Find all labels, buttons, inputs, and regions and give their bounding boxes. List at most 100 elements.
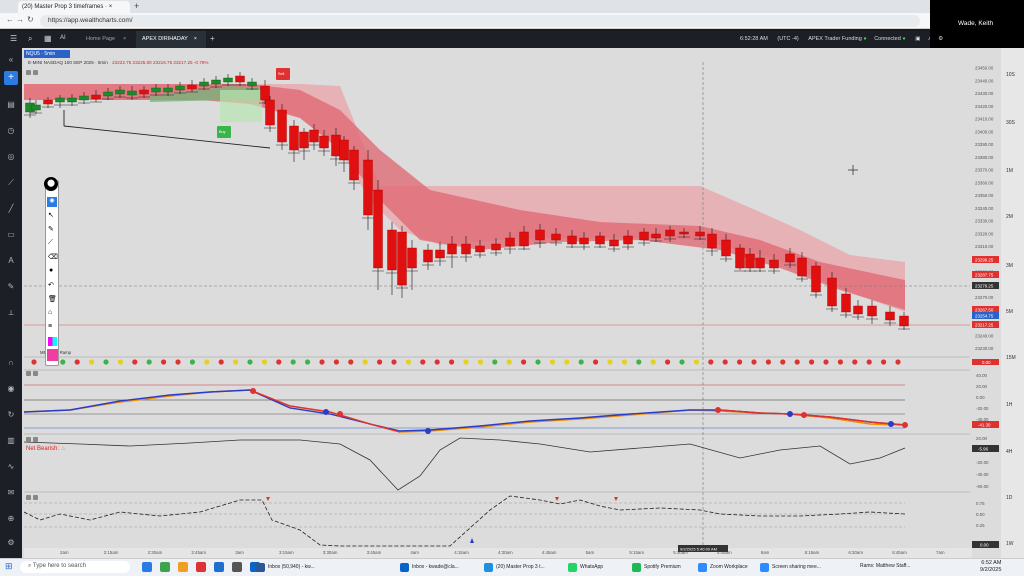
pinned-app-icon[interactable] <box>178 562 188 572</box>
app-header <box>0 31 930 48</box>
forward-icon[interactable]: → <box>16 15 24 24</box>
timeframe-1w[interactable]: 1W <box>1006 541 1014 547</box>
clock-icon[interactable]: ◷ <box>7 126 15 135</box>
price-axis-label: 23370.00 <box>975 168 994 173</box>
timeframe-1h[interactable]: 1H <box>1006 402 1013 408</box>
save-icon[interactable]: ▣ <box>915 36 921 42</box>
pinned-app-icon[interactable] <box>196 562 206 572</box>
ruler-icon[interactable]: ⟋ <box>48 239 53 246</box>
url-text: https://app.wealthcharts.com/ <box>48 17 133 24</box>
gear-icon[interactable]: ⚙ <box>7 538 15 547</box>
search-icon[interactable]: ⌕ <box>28 34 33 43</box>
windows-icon[interactable]: ⊞ <box>5 561 13 571</box>
taskbar-app[interactable]: (20) Master Prop 3 t... <box>482 561 560 573</box>
tab-home-page[interactable]: Home Page × <box>80 31 134 48</box>
timeframe-15m[interactable]: 15M <box>1006 355 1016 361</box>
grid-icon[interactable]: ▦ <box>44 34 52 43</box>
add-chart-button[interactable]: + <box>4 71 18 85</box>
signal-dot <box>607 359 613 365</box>
taskbar-clock[interactable]: 6:52 AM 9/2/2025 <box>980 560 1001 574</box>
price-badge <box>972 282 999 289</box>
menu-icon[interactable]: ☰ <box>10 34 18 43</box>
cursor-icon[interactable]: ↖ <box>48 212 54 219</box>
pinned-app-icon[interactable] <box>250 562 260 572</box>
ruler-icon[interactable]: ⟂ <box>8 308 14 317</box>
mail-icon[interactable]: ✉ <box>7 488 15 497</box>
taskbar-app[interactable]: Zoom Workplace <box>696 561 752 573</box>
refresh-icon[interactable]: ↻ <box>7 410 15 419</box>
timeframe-1m[interactable]: 1M <box>1006 168 1013 174</box>
taskbar-app[interactable]: Inbox - kwade@cla... <box>398 561 476 573</box>
target-icon[interactable]: ⊕ <box>7 514 15 523</box>
back-icon[interactable]: ← <box>6 15 14 24</box>
signal-dot <box>895 359 901 365</box>
signal-dot <box>333 359 339 365</box>
line-icon[interactable]: ╱ <box>8 204 14 213</box>
magnet-icon[interactable]: ∩ <box>8 358 14 367</box>
eye-icon[interactable]: ◉ <box>47 197 57 207</box>
osc-cross-dot <box>801 412 807 418</box>
bars-icon[interactable]: ▤ <box>7 100 15 109</box>
timeframe-2m[interactable]: 2M <box>1006 214 1013 220</box>
indicator-axis-label: 0.25 <box>976 523 985 528</box>
compass-icon[interactable]: ◎ <box>7 152 15 161</box>
timeframe-10s[interactable]: 10S <box>1006 72 1015 78</box>
taskbar-app[interactable]: Inbox (50,940) - kw... <box>254 561 324 573</box>
layers-icon[interactable]: ≡ <box>48 323 53 330</box>
new-tab-icon[interactable]: + <box>134 1 140 11</box>
indicator-axis-label: 0.75 <box>976 501 985 506</box>
add-tab-icon[interactable]: + <box>210 34 215 43</box>
ai-icon[interactable]: AI <box>60 35 66 41</box>
gear-icon[interactable]: ⚙ <box>938 36 944 42</box>
chart-area[interactable] <box>22 48 1001 558</box>
trash-icon[interactable]: 🗑 <box>48 296 57 303</box>
candle-body <box>797 257 807 277</box>
color-fill-swatch[interactable] <box>47 349 58 361</box>
timeframe-5m[interactable]: 5M <box>1006 309 1013 315</box>
url-input[interactable]: https://app.wealthcharts.com/ <box>40 15 920 27</box>
timeframe-4h[interactable]: 4H <box>1006 449 1013 455</box>
time-axis-label: 4:45am <box>542 550 557 555</box>
pencil-icon[interactable]: ✎ <box>7 282 15 291</box>
pinned-app-icon[interactable] <box>160 562 170 572</box>
eye-icon[interactable]: ◉ <box>7 384 15 393</box>
close-icon[interactable]: × <box>193 36 197 42</box>
candle-body <box>260 85 270 101</box>
trend-icon[interactable]: ⟋ <box>8 178 14 187</box>
eraser-icon[interactable]: ⌫ <box>48 254 58 261</box>
pinned-app-icon[interactable] <box>232 562 242 572</box>
candle-body <box>679 231 689 235</box>
text-icon[interactable]: A <box>8 256 14 265</box>
collapse-icon[interactable]: « <box>8 55 14 64</box>
chart-icon[interactable]: ▥ <box>7 436 15 445</box>
reload-icon[interactable]: ↻ <box>27 15 34 24</box>
browser-tab[interactable]: (20) Master Prop 3 timeframes · × <box>18 1 130 13</box>
timeframe-1d[interactable]: 1D <box>1006 495 1013 501</box>
pin-icon[interactable]: ⬤ <box>44 177 58 191</box>
color-swatch[interactable] <box>48 337 57 346</box>
undo-icon[interactable]: ↶ <box>48 282 54 289</box>
taskbar-search[interactable]: ⌕ Type here to search <box>20 561 130 573</box>
pinned-app-icon[interactable] <box>214 562 224 572</box>
close-icon[interactable]: × <box>123 36 127 42</box>
symbol-selector[interactable]: NQU5 · 5min <box>24 50 70 58</box>
news-widget[interactable]: Rams: Matthew Staff... <box>860 563 911 569</box>
dot-icon[interactable]: ● <box>49 267 54 274</box>
pinned-app-icon[interactable] <box>142 562 152 572</box>
panel-close-icon <box>33 437 38 442</box>
indicator-axis-label: 20.00 <box>976 436 988 441</box>
lock-icon[interactable]: ⌂ <box>48 309 53 316</box>
brush-icon[interactable]: ✎ <box>48 226 54 233</box>
signal-dot <box>679 359 685 365</box>
taskbar-app[interactable]: WhatsApp <box>566 561 622 573</box>
taskbar-app[interactable]: Screen sharing mee... <box>758 561 821 573</box>
pulse-icon[interactable]: ∿ <box>7 462 15 471</box>
tab-apex[interactable]: APEX DIRIHADAY × <box>136 31 206 48</box>
taskbar-app[interactable]: Spotify Premium <box>630 561 690 573</box>
timeframe-30s[interactable]: 30S <box>1006 120 1015 126</box>
candle-body <box>785 253 795 263</box>
bell-icon[interactable]: ♪ <box>927 36 931 42</box>
timeframe-3m[interactable]: 3M <box>1006 263 1013 269</box>
rect-icon[interactable]: ▭ <box>7 230 15 239</box>
